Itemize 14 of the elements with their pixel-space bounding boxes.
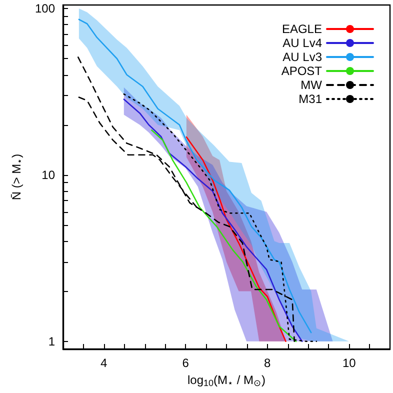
y-tick-label: 10	[42, 168, 56, 182]
legend-label: MW	[300, 78, 323, 92]
legend-label: AU Lv4	[282, 36, 322, 50]
y-tick-label: 1	[48, 334, 56, 348]
legend-label: APOST	[281, 64, 323, 78]
legend-label: AU Lv3	[282, 50, 322, 64]
x-tick-label: 6	[182, 356, 190, 370]
legend-label: M31	[298, 92, 322, 106]
x-tick-label: 4	[100, 356, 108, 370]
legend-label: EAGLE	[282, 22, 322, 36]
x-tick-label: 10	[342, 356, 356, 370]
y-axis-title: N̄ (> M⋆)	[10, 154, 25, 200]
y-tick-label: 100	[34, 2, 56, 16]
x-tick-label: 8	[264, 356, 272, 370]
